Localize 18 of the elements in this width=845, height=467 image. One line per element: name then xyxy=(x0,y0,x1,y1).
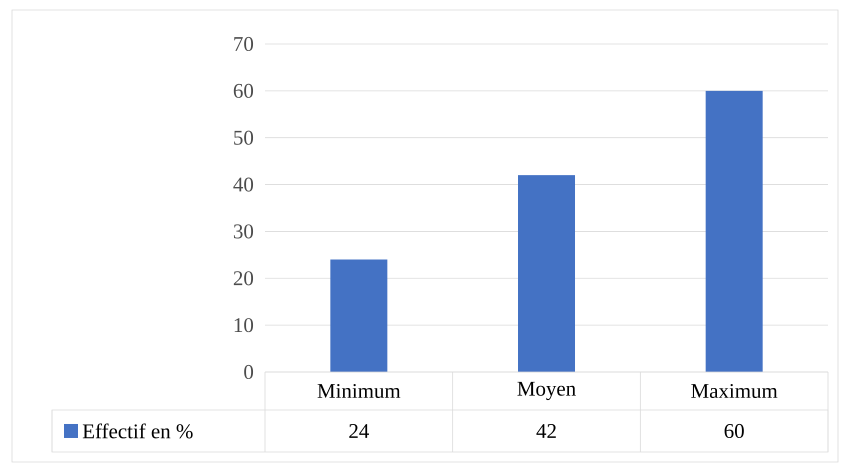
y-tick-label: 30 xyxy=(234,224,254,238)
data-label: 60 xyxy=(724,424,744,438)
bar xyxy=(330,260,388,372)
bar xyxy=(706,90,763,372)
x-tick-label: Moyen xyxy=(517,382,576,400)
x-tick-label: Minimum xyxy=(318,384,400,398)
y-tick-label: 0 xyxy=(244,364,254,380)
y-tick-label: 40 xyxy=(233,178,254,192)
y-tick-label: 70 xyxy=(234,36,254,52)
data-label: 24 xyxy=(349,424,369,438)
data-label: 42 xyxy=(536,424,556,438)
y-tick-label: 60 xyxy=(234,84,254,98)
y-tick-label: 20 xyxy=(234,271,254,286)
x-tick-label: Maximum xyxy=(691,384,778,398)
bar xyxy=(518,175,576,372)
y-tick-label: 50 xyxy=(234,130,254,145)
y-tick-label: 10 xyxy=(234,318,254,332)
legend-label: Effectif en % xyxy=(82,423,193,438)
